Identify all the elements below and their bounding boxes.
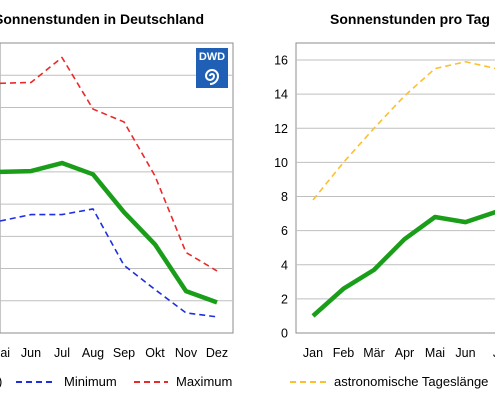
- right-y-tick-label: 14: [274, 88, 288, 102]
- legend: ) Minimum Maximum astronomische Tageslän…: [0, 374, 488, 389]
- right-x-axis: Jan Feb Mär Apr Mai Jun J: [303, 346, 495, 360]
- left-x-tick-label: Okt: [145, 346, 165, 360]
- right-y-tick-label: 12: [274, 122, 288, 136]
- right-x-tick-label: Jan: [303, 346, 323, 360]
- right-x-tick-label: Apr: [395, 346, 414, 360]
- left-series-mean: [0, 160, 218, 305]
- left-x-tick-label: Dez: [206, 346, 228, 360]
- left-series-group: [0, 56, 218, 318]
- left-x-tick-label: Sep: [113, 346, 135, 360]
- right-y-tick-label: 0: [281, 327, 288, 341]
- legend-minimum-label: Minimum: [64, 374, 117, 389]
- left-plot-area: [0, 42, 234, 334]
- dwd-logo: DWD: [196, 48, 228, 88]
- legend-clipped-marker: ): [0, 374, 2, 389]
- right-y-tick-label: 16: [274, 54, 288, 68]
- right-y-tick-label: 2: [281, 292, 288, 306]
- left-x-tick-label: Aug: [82, 346, 104, 360]
- right-chart-title: Sonnenstunden pro Tag: [330, 11, 490, 27]
- right-x-tick-label: Mai: [425, 346, 445, 360]
- left-series-maximum: [0, 56, 218, 272]
- left-x-tick-label: Mai: [0, 346, 10, 360]
- right-x-tick-label: Feb: [333, 346, 355, 360]
- right-series-sunshine: [311, 209, 495, 318]
- left-gridlines: [0, 74, 233, 302]
- right-x-tick-label: Mär: [363, 346, 385, 360]
- left-series-minimum: [0, 208, 218, 318]
- left-x-tick-label: Nov: [175, 346, 198, 360]
- dwd-logo-text: DWD: [199, 51, 225, 63]
- right-y-tick-label: 6: [281, 224, 288, 238]
- left-chart: Sonnenstunden in Deutschland Mai Jun Jul Au…: [0, 11, 234, 360]
- left-x-tick-label: Jun: [21, 346, 41, 360]
- right-y-axis: 0 2 4 6 8 10 12 14 16: [274, 54, 288, 341]
- dwd-swirl-icon: [204, 69, 220, 85]
- left-x-tick-label: Jul: [54, 346, 70, 360]
- right-series-group: [311, 60, 495, 318]
- right-y-tick-label: 8: [281, 190, 288, 204]
- right-chart: Sonnenstunden pro Tag 0 2 4 6 8 10 12 14 16 Jan F…: [274, 11, 495, 360]
- right-series-daylength: [312, 60, 495, 201]
- right-y-tick-label: 4: [281, 258, 288, 272]
- right-plot-area: [295, 42, 495, 334]
- right-gridlines: [296, 59, 495, 300]
- right-y-tick-label: 10: [274, 156, 288, 170]
- legend-maximum-label: Maximum: [176, 374, 232, 389]
- right-x-tick-label: J: [493, 346, 495, 360]
- right-x-tick-label: Jun: [455, 346, 475, 360]
- left-x-axis: Mai Jun Jul Aug Sep Okt Nov Dez: [0, 346, 228, 360]
- left-chart-title: Sonnenstunden in Deutschland: [0, 11, 204, 27]
- dwd-logo-background: [196, 48, 228, 88]
- legend-daylength-label: astronomische Tageslänge: [334, 374, 488, 389]
